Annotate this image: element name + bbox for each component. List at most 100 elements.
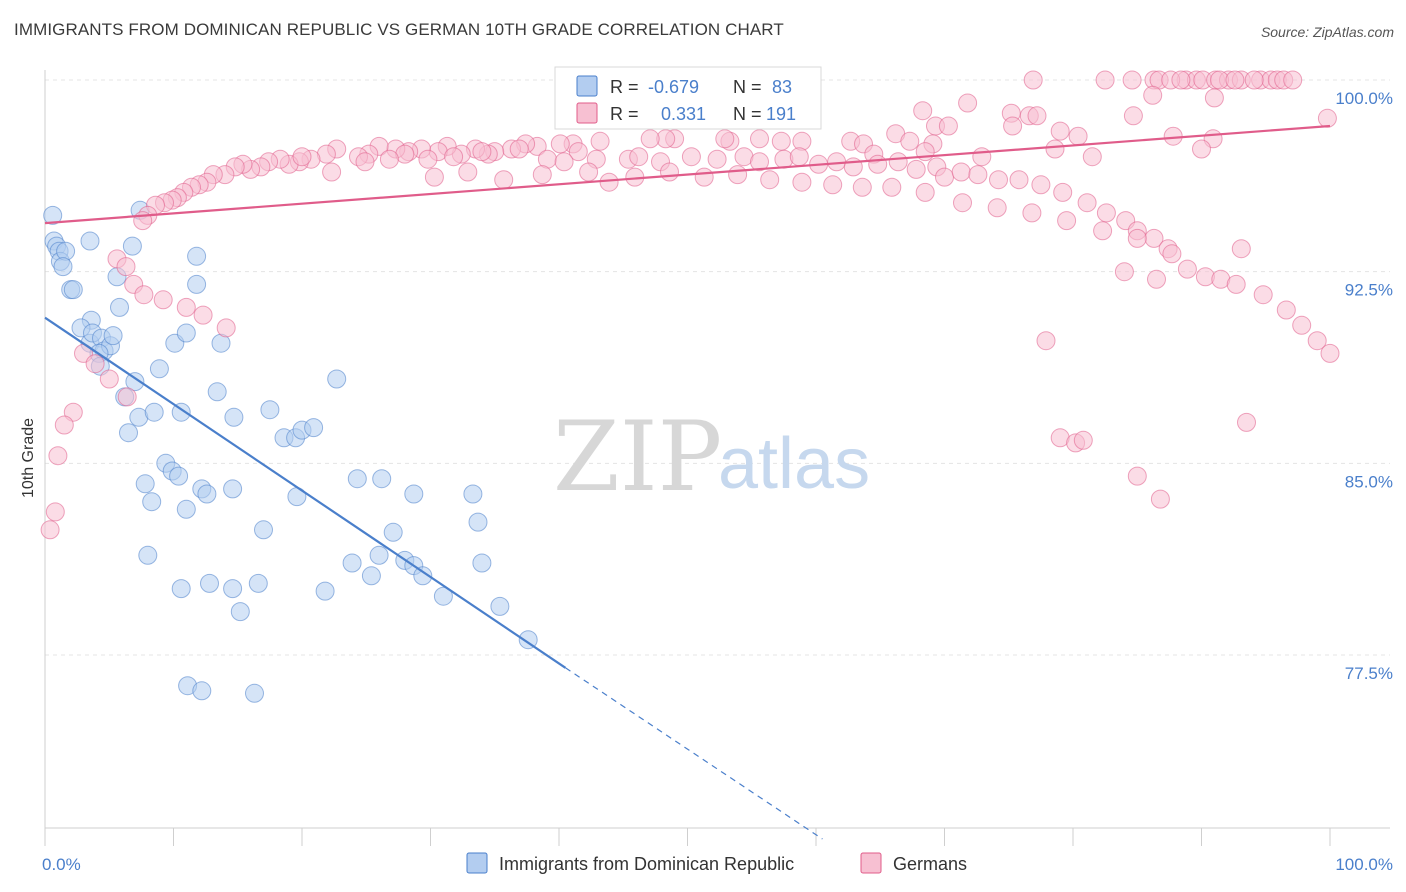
watermark: ZIP atlas bbox=[553, 401, 870, 513]
point-germans bbox=[494, 170, 514, 190]
point-dominican bbox=[187, 274, 207, 294]
point-germans bbox=[760, 170, 780, 190]
point-germans bbox=[444, 147, 464, 167]
source-credit: Source: ZipAtlas.com bbox=[1260, 24, 1394, 40]
point-dominican bbox=[144, 402, 164, 422]
point-dominican bbox=[176, 499, 196, 519]
y-tick-label: 100.0% bbox=[1335, 89, 1393, 108]
point-germans bbox=[322, 162, 342, 182]
point-germans bbox=[117, 387, 137, 407]
x-tick-label: 0.0% bbox=[42, 855, 81, 874]
point-dominican bbox=[404, 484, 424, 504]
point-dominican bbox=[433, 586, 453, 606]
point-dominican bbox=[342, 553, 362, 573]
point-germans bbox=[1057, 211, 1077, 231]
point-dominican bbox=[207, 382, 227, 402]
point-germans bbox=[579, 162, 599, 182]
legend-swatch-dominican bbox=[576, 75, 598, 97]
watermark-atlas: atlas bbox=[718, 424, 870, 504]
point-dominican bbox=[80, 231, 100, 251]
point-germans bbox=[1077, 193, 1097, 213]
point-germans bbox=[1096, 203, 1116, 223]
point-germans bbox=[1073, 430, 1093, 450]
point-germans bbox=[1122, 70, 1142, 90]
point-dominican bbox=[63, 280, 83, 300]
point-germans bbox=[1244, 70, 1264, 90]
point-dominican bbox=[187, 246, 207, 266]
point-germans bbox=[852, 177, 872, 197]
point-germans bbox=[1192, 139, 1211, 159]
point-germans bbox=[1237, 412, 1256, 432]
y-axis-title: 10th Grade bbox=[20, 418, 37, 498]
point-germans bbox=[728, 165, 748, 185]
point-dominican bbox=[518, 630, 538, 650]
point-germans bbox=[568, 142, 588, 162]
point-germans bbox=[40, 520, 60, 540]
series-legend-label-dominican: Immigrants from Dominican Republic bbox=[499, 854, 794, 874]
point-dominican bbox=[463, 484, 483, 504]
point-dominican bbox=[245, 683, 264, 703]
point-dominican bbox=[171, 579, 191, 599]
point-germans bbox=[1031, 175, 1051, 195]
point-germans bbox=[1163, 126, 1183, 146]
point-dominican bbox=[224, 407, 244, 427]
point-dominican bbox=[171, 402, 191, 422]
point-germans bbox=[660, 162, 679, 182]
series-legend-label-germans: Germans bbox=[893, 854, 967, 874]
point-germans bbox=[1276, 300, 1296, 320]
watermark-zip: ZIP bbox=[553, 401, 722, 513]
point-germans bbox=[823, 175, 843, 195]
point-germans bbox=[216, 318, 236, 338]
point-germans bbox=[1082, 147, 1102, 167]
point-germans bbox=[1050, 121, 1070, 141]
point-dominican bbox=[472, 553, 492, 573]
point-germans bbox=[1307, 331, 1327, 351]
point-germans bbox=[906, 159, 926, 179]
y-tick-label: 85.0% bbox=[1345, 472, 1393, 491]
point-dominican bbox=[372, 469, 392, 489]
legend-n-label: N = bbox=[733, 104, 762, 124]
point-germans bbox=[1162, 244, 1182, 264]
point-germans bbox=[750, 129, 769, 149]
point-germans bbox=[951, 162, 971, 182]
point-germans bbox=[193, 305, 213, 325]
point-germans bbox=[1114, 262, 1134, 282]
trend-line-germans bbox=[44, 124, 1331, 225]
point-germans bbox=[935, 167, 954, 187]
point-dominican bbox=[135, 474, 155, 494]
point-germans bbox=[153, 290, 173, 310]
legend-r-value-dominican: -0.679 bbox=[648, 77, 699, 97]
point-germans bbox=[532, 165, 552, 185]
point-germans bbox=[1320, 343, 1340, 363]
legend-box bbox=[554, 66, 822, 130]
point-germans bbox=[355, 152, 375, 172]
point-dominican bbox=[361, 566, 381, 586]
point-germans bbox=[1143, 85, 1163, 105]
point-germans bbox=[938, 116, 958, 136]
trend-lines bbox=[44, 124, 1331, 840]
point-germans bbox=[292, 147, 312, 167]
point-germans bbox=[1023, 70, 1043, 90]
point-germans bbox=[900, 131, 920, 151]
point-germans bbox=[458, 162, 478, 182]
point-germans bbox=[681, 147, 701, 167]
point-dominican bbox=[138, 545, 158, 565]
point-germans bbox=[958, 93, 978, 113]
point-germans bbox=[418, 149, 438, 169]
point-germans bbox=[750, 152, 769, 172]
point-germans bbox=[915, 182, 935, 202]
point-germans bbox=[1009, 170, 1029, 190]
point-germans bbox=[789, 147, 809, 167]
legend-r-label: R = bbox=[610, 77, 639, 97]
point-germans bbox=[176, 297, 196, 317]
point-dominican bbox=[383, 522, 403, 542]
legend-r-value-germans: 0.331 bbox=[661, 104, 706, 124]
point-germans bbox=[85, 354, 105, 374]
point-dominican bbox=[413, 566, 433, 586]
point-germans bbox=[1292, 315, 1312, 335]
chart-title: IMMIGRANTS FROM DOMINICAN REPUBLIC VS GE… bbox=[14, 20, 784, 39]
point-germans bbox=[1053, 182, 1073, 202]
point-dominican bbox=[347, 469, 367, 489]
point-germans bbox=[1036, 331, 1056, 351]
legend-r-label: R = bbox=[610, 104, 639, 124]
